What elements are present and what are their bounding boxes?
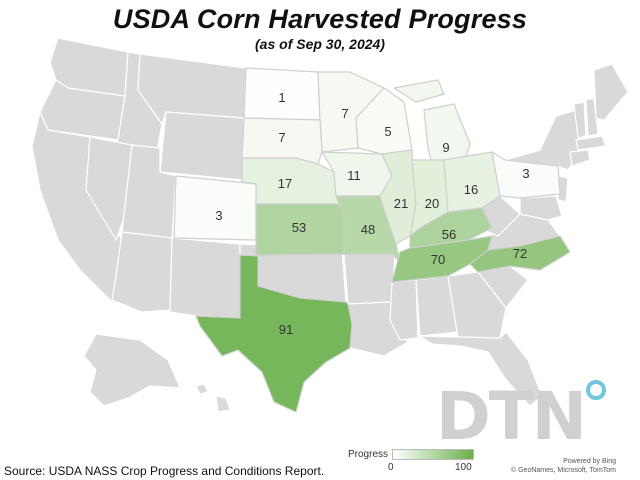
label-MI: 9 (442, 140, 449, 155)
legend-max-label: 100 (455, 462, 472, 473)
state-TX (195, 254, 353, 413)
label-OH: 16 (464, 182, 478, 197)
state-MA (575, 135, 607, 151)
label-PA: 3 (522, 166, 529, 181)
label-CO: 3 (215, 208, 222, 223)
legend-gradient (392, 449, 474, 460)
legend-title: Progress (348, 449, 389, 460)
label-NE: 17 (278, 176, 292, 191)
dtn-logo: DTN (436, 378, 587, 455)
state-FL (419, 331, 543, 407)
attribution-line2: © GeoNames, Microsoft, TomTom (511, 467, 616, 474)
label-TN: 70 (431, 252, 445, 267)
state-GA (447, 271, 507, 339)
state-HI (195, 383, 231, 413)
value-labels: 1 7 7 5 9 17 11 21 20 16 3 3 53 48 56 70… (215, 90, 529, 337)
label-MN: 7 (341, 106, 348, 121)
state-VT (573, 101, 587, 139)
legend-min-label: 0 (388, 462, 394, 473)
source-note: Source: USDA NASS Crop Progress and Cond… (4, 464, 325, 478)
state-NV (85, 136, 133, 241)
state-CT (569, 149, 591, 167)
map-title: USDA Corn Harvested Progress (112, 4, 528, 34)
dtn-ring-icon (586, 380, 606, 400)
map-attribution: Powered by Bing © GeoNames, Microsoft, T… (511, 457, 616, 475)
label-IN: 20 (425, 196, 439, 211)
label-IL: 21 (394, 196, 408, 211)
map-subtitle: (as of Sep 30, 2024) (255, 36, 385, 52)
label-TX: 91 (279, 322, 293, 337)
state-PA (491, 151, 561, 199)
label-SD: 7 (278, 130, 285, 145)
label-IA: 11 (347, 168, 361, 183)
state-WY (159, 111, 245, 181)
attribution-line1: Powered by Bing (563, 458, 616, 465)
label-KY: 56 (442, 227, 456, 242)
label-MO: 48 (361, 222, 375, 237)
state-ME (593, 63, 629, 121)
label-KS: 53 (292, 220, 306, 235)
label-NC: 72 (513, 246, 527, 261)
state-AK (83, 333, 181, 407)
label-WI: 5 (384, 124, 391, 139)
state-NM (169, 237, 241, 319)
state-NC (469, 235, 571, 273)
state-AZ (111, 231, 173, 313)
state-MD (519, 195, 563, 221)
label-ND: 1 (278, 90, 285, 105)
state-AR (343, 251, 396, 305)
nodata-states (31, 37, 629, 413)
